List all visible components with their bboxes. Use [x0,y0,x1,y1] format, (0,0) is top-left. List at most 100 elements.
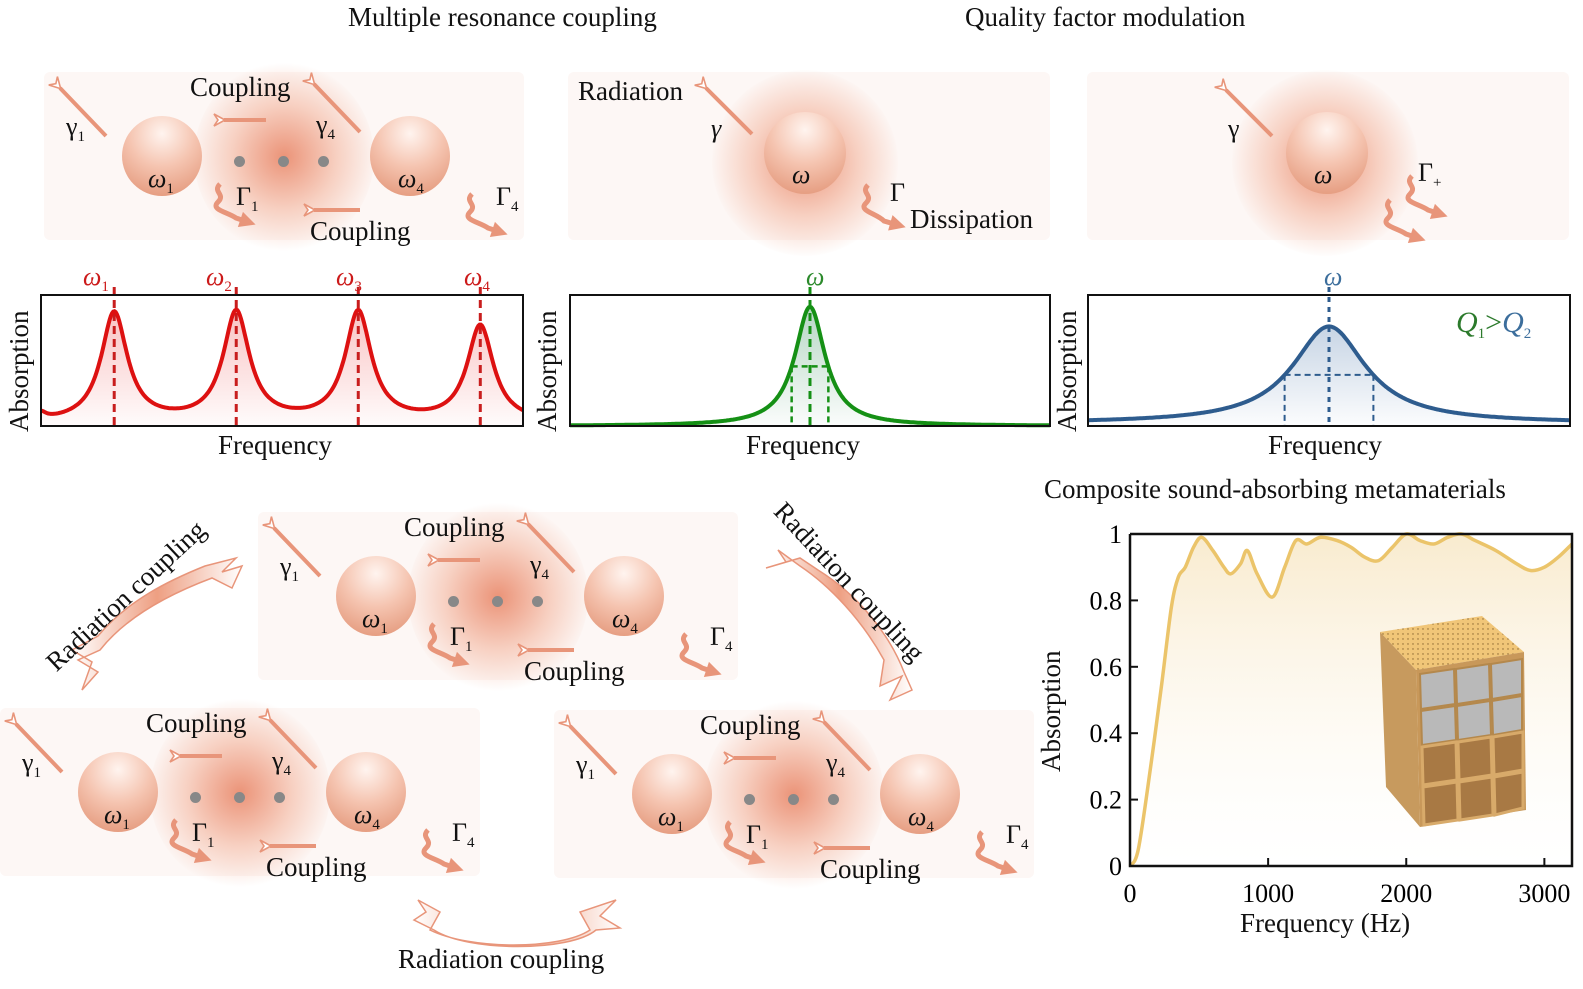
gamma4-symbol: γ4 [530,550,549,583]
Gamma4-symbol: Γ4 [496,182,519,215]
gamma1-symbol: γ1 [22,748,41,781]
ellipsis-dot [532,596,543,607]
radiation-label: Radiation [578,76,683,106]
peak-label-omega-green: ω [806,262,825,291]
y-axis-title-3: Absorption [1036,650,1066,773]
peak-label-omega2: ω2 [206,262,232,295]
q-factor-annotation: Q1>Q2 [1456,306,1532,342]
radiation-arrow-gamma4-icon [812,710,872,772]
coupling-label-top: Coupling [404,512,505,542]
spectrum-line [570,304,1050,428]
dissipation-label: Dissipation [910,204,1034,234]
x-tick-label-1000: 1000 [1242,879,1294,908]
radiation-arrow-gamma1-icon [48,76,108,138]
gamma-symbol: γ [711,114,722,143]
Gamma-symbol: Γ [890,178,906,207]
peak-label-omega1: ω1 [83,262,109,295]
radiation-arrow-gamma1-icon [4,712,64,774]
Gamma-plus-symbol: Γ+ [1418,158,1442,191]
absorption-line [1128,532,1574,868]
peak-label-omega3: ω3 [336,262,362,295]
omega1-symbol: ω1 [148,164,174,197]
gamma-symbol-q: γ [1228,114,1240,143]
single-peak-chart [569,287,1051,428]
resonator-omega [764,112,846,194]
resonator-omega1 [336,556,416,636]
dissipation-wave-1-icon [427,622,470,668]
plot-frame [40,294,524,427]
resonator-omega1 [122,116,202,196]
coupling-label-top: Coupling [146,708,247,738]
ellipsis-dot [274,792,285,803]
radiation-arrow-gamma4-icon [302,72,362,134]
plot-frame [569,294,1051,427]
ellipsis-dot [492,596,503,607]
gamma4-symbol: γ4 [826,748,845,781]
y-tick-label-3: 0.6 [1090,653,1123,682]
ribbon-left-icon [70,556,244,691]
ellipsis-dot [828,794,839,805]
dissipation-wave-4-icon [465,192,508,238]
gamma1-symbol: γ1 [66,112,85,145]
ellipsis-dot [744,794,755,805]
omega1-symbol: ω1 [104,800,130,833]
area-fill [1088,326,1570,426]
Gamma1-symbol: Γ1 [450,622,473,655]
x-tick-label-0: 0 [1124,879,1137,908]
ellipsis-dot [190,792,201,803]
ellipsis-dot [234,156,245,167]
resonator-omega-q [1286,112,1368,194]
omega4-symbol: ω4 [908,802,934,835]
dissipation-wave-1-icon [213,182,256,228]
ribbon-right-icon [765,549,913,702]
Gamma4-symbol: Γ4 [452,818,475,851]
gamma1-symbol: γ1 [280,552,299,585]
ellipsis-dot [278,156,289,167]
cube-side [1380,632,1420,827]
Gamma4-symbol: Γ4 [710,622,733,655]
ribbon-bottom-icon [412,899,623,948]
ellipsis-dot [234,792,245,803]
spectrum-line [40,307,524,416]
resonator-omega4 [326,752,406,832]
x-tick-label-2000: 2000 [1380,879,1432,908]
ellipsis-dot [448,596,459,607]
resonator-omega4 [584,556,664,636]
y-tick-label-0: 0 [1109,852,1122,881]
ellipsis-dot [788,794,799,805]
ellipsis-dot [318,156,329,167]
y-tick-label-5: 1 [1109,520,1122,549]
omega1-symbol: ω1 [362,604,388,637]
plot-frame [1128,532,1574,868]
coupling-label-bottom: Coupling [524,656,625,686]
omega4-symbol: ω4 [398,164,424,197]
radiation-arrow-gamma4-icon [258,708,318,770]
radiation-arrow-gamma1-icon [558,714,618,776]
coupling-label-bottom: Coupling [820,854,921,884]
resonator-omega1 [78,752,158,832]
cube-grey-cells [1418,657,1523,747]
dissipation-wave-1-icon [169,818,212,864]
y-tick-label-2: 0.4 [1090,719,1123,748]
dissipation-wave-4-icon [975,830,1018,876]
radiation-coupling-label-bottom: Radiation coupling [398,944,605,974]
gamma1-symbol: γ1 [576,750,595,783]
Gamma1-symbol: Γ1 [236,182,259,215]
Gamma4-symbol: Γ4 [1006,820,1029,853]
resonator-omega4 [880,754,960,834]
resonator-omega1 [632,754,712,834]
omega4-symbol: ω4 [612,604,638,637]
Gamma1-symbol: Γ1 [192,818,215,851]
multi-peak-chart [40,287,524,427]
omega-symbol-q: ω [1314,160,1333,189]
y-tick-label-4: 0.8 [1090,586,1123,615]
x-axis-title-3: Frequency (Hz) [1240,908,1411,938]
area-fill [41,309,523,426]
